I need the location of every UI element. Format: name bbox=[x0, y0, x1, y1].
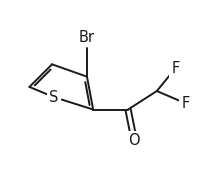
Text: S: S bbox=[49, 90, 59, 105]
Text: F: F bbox=[181, 96, 190, 111]
Text: O: O bbox=[128, 133, 140, 148]
Text: F: F bbox=[171, 61, 179, 76]
Text: Br: Br bbox=[79, 30, 95, 45]
